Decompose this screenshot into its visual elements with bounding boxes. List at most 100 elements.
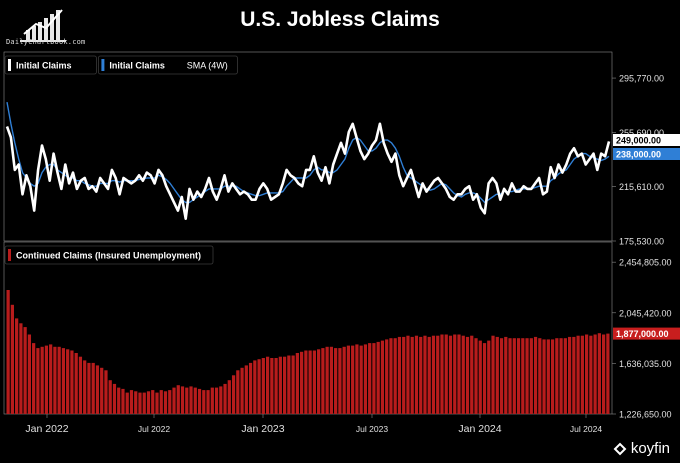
continued-claims-bar xyxy=(419,336,423,414)
continued-claims-bar xyxy=(278,356,282,414)
continued-claims-bar xyxy=(550,339,555,414)
continued-claims-bar xyxy=(389,338,393,414)
continued-claims-bar xyxy=(197,388,202,414)
bottom-y-tick-label: 2,045,420.00 xyxy=(619,308,672,318)
continued-claims-bar xyxy=(329,346,334,414)
continued-claims-bar xyxy=(87,362,91,414)
continued-claims-bar xyxy=(338,348,342,414)
continued-claims-bar xyxy=(66,349,70,414)
brand-logo-icon xyxy=(20,9,66,42)
bottom-y-tick-label: 1,226,650.00 xyxy=(619,410,672,420)
last-value-continued-text: 1,877,000.00 xyxy=(616,329,669,339)
continued-claims-bar xyxy=(282,356,287,414)
continued-claims-bar xyxy=(274,358,278,414)
continued-claims-bar xyxy=(223,383,227,414)
continued-claims-bar xyxy=(465,336,470,414)
continued-claims-bar xyxy=(155,392,159,414)
legend-box xyxy=(4,245,214,265)
legend-label-continued: Continued Claims (Insured Unemployment) xyxy=(16,251,201,261)
continued-claims-bar xyxy=(606,333,610,414)
continued-claims-bar xyxy=(512,338,516,414)
continued-claims-bar xyxy=(448,335,453,414)
continued-claims-bar xyxy=(104,370,108,414)
continued-claims-bar xyxy=(236,370,240,414)
continued-claims-bar xyxy=(538,338,542,414)
continued-claims-bar xyxy=(368,343,372,414)
continued-claims-bar xyxy=(602,334,606,414)
continued-claims-bar xyxy=(214,387,219,414)
continued-claims-bar xyxy=(291,355,295,414)
continued-claims-bar xyxy=(346,345,351,414)
continued-claims-bar xyxy=(168,390,172,414)
continued-claims-bar xyxy=(270,358,274,414)
legend-swatch-sma xyxy=(101,59,105,71)
continued-claims-bar xyxy=(504,336,508,414)
continued-claims-bar xyxy=(533,336,538,414)
x-tick-label: Jul 2022 xyxy=(138,424,170,434)
continued-claims-bar xyxy=(70,350,74,414)
continued-claims-bar xyxy=(427,336,431,414)
koyfin-logo-icon xyxy=(613,442,627,455)
continued-claims-bar xyxy=(363,344,368,414)
continued-claims-bar xyxy=(559,338,563,414)
continued-claims-bar xyxy=(202,390,206,414)
continued-claims-bar xyxy=(572,336,576,414)
top-y-tick-label: 175,530.00 xyxy=(619,237,664,247)
continued-claims-bar xyxy=(112,383,117,414)
continued-claims-bar xyxy=(584,334,589,414)
continued-claims-bar xyxy=(36,348,40,414)
continued-claims-bar xyxy=(542,339,546,414)
continued-claims-bar xyxy=(495,336,499,414)
continued-claims-bar xyxy=(44,345,49,414)
continued-claims-bar xyxy=(563,338,567,414)
continued-claims-bar xyxy=(32,343,36,414)
continued-claims-bar xyxy=(244,365,248,414)
continued-claims-bar xyxy=(580,335,584,414)
continued-claims-bar xyxy=(189,386,193,414)
legend-swatch-initial xyxy=(8,59,11,71)
continued-claims-bar xyxy=(308,350,312,414)
continued-claims-bar xyxy=(597,333,601,414)
continued-claims-bar xyxy=(74,353,78,414)
continued-claims-bar xyxy=(304,350,308,414)
top-y-tick-label: 215,610.00 xyxy=(619,182,664,192)
continued-claims-bar xyxy=(265,356,270,414)
continued-claims-bar xyxy=(312,350,316,414)
continued-claims-bar xyxy=(342,346,346,414)
initial-claims-line xyxy=(5,122,611,220)
continued-claims-bar xyxy=(210,387,214,414)
continued-claims-bar xyxy=(406,335,410,414)
continued-claims-bar xyxy=(482,343,487,414)
legend-swatch-continued xyxy=(8,249,11,261)
last-value-initial-bg xyxy=(613,134,680,146)
continued-claims-bar xyxy=(321,348,325,414)
continued-claims-bar xyxy=(567,336,572,414)
continued-claims-bar xyxy=(402,336,406,414)
continued-claims-bar xyxy=(317,349,321,414)
continued-claims-bar xyxy=(117,387,121,414)
continued-claims-bar xyxy=(180,386,185,414)
continued-claims-bar xyxy=(410,336,414,414)
continued-claims-bar xyxy=(23,327,27,414)
continued-claims-bar xyxy=(529,338,533,414)
continued-claims-bar xyxy=(163,391,168,414)
bottom-y-tick-label: 2,454,805.00 xyxy=(619,258,672,268)
top-panel-frame xyxy=(3,51,613,242)
continued-claims-bar xyxy=(19,323,23,414)
continued-claims-bar xyxy=(295,353,299,414)
continued-claims-bar xyxy=(444,334,448,414)
x-tick-label: Jan 2024 xyxy=(458,423,501,435)
continued-claims-bar xyxy=(78,356,83,414)
continued-claims-bar xyxy=(10,304,14,414)
continued-claims-bar xyxy=(159,390,163,414)
continued-claims-bar xyxy=(40,346,44,414)
continued-claims-bar xyxy=(121,388,125,414)
continued-claims-bar xyxy=(134,391,138,414)
continued-claims-bar xyxy=(193,387,197,414)
page-title: U.S. Jobless Claims xyxy=(240,8,440,31)
continued-claims-bar xyxy=(227,380,231,414)
x-tick-label: Jan 2022 xyxy=(25,423,68,435)
continued-claims-bar xyxy=(555,338,559,414)
continued-claims-bar xyxy=(91,362,95,414)
